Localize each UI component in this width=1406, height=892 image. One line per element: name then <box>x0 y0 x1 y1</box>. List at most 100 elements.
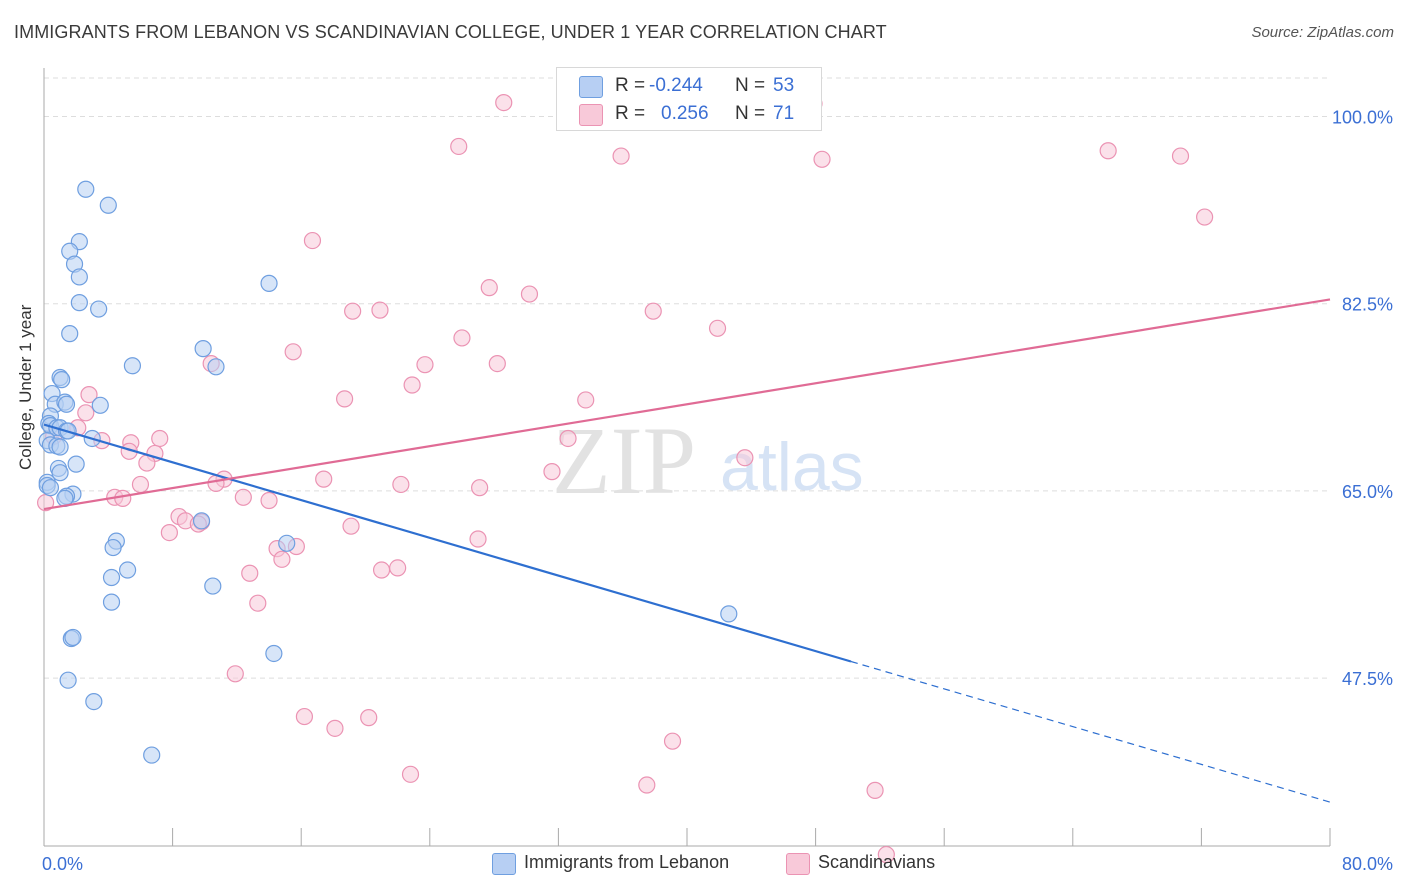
data-point <box>403 376 421 394</box>
data-point <box>85 692 103 711</box>
data-point <box>453 329 471 347</box>
data-point <box>102 568 121 587</box>
data-point <box>450 137 468 156</box>
x-tick-label: 0.0% <box>42 854 83 874</box>
legend-swatch-pink <box>786 853 810 875</box>
data-point <box>371 301 389 319</box>
data-point <box>260 491 278 510</box>
data-point <box>260 274 278 292</box>
data-point <box>1099 142 1117 160</box>
data-point <box>204 577 222 595</box>
data-point <box>638 776 656 794</box>
data-point <box>70 268 88 286</box>
data-point <box>61 325 79 343</box>
data-point <box>114 489 132 507</box>
data-point <box>234 488 252 506</box>
y-tick-label: 82.5% <box>1342 295 1393 315</box>
grid-lines <box>44 77 1330 679</box>
legend-row-scandinavians: R = 0.256 N = 71 <box>557 100 819 126</box>
data-point <box>99 196 117 214</box>
data-point <box>151 429 169 448</box>
data-point <box>51 438 69 456</box>
data-point <box>877 845 895 864</box>
data-point <box>278 534 296 552</box>
data-point <box>813 150 831 168</box>
data-point <box>118 561 137 579</box>
chart-title: IMMIGRANTS FROM LEBANON VS SCANDINAVIAN … <box>14 22 887 42</box>
data-point <box>1171 147 1190 165</box>
data-point <box>708 319 727 337</box>
lebanon-points <box>38 180 738 764</box>
y-tick-label: 65.0% <box>1342 482 1393 502</box>
data-point <box>372 561 391 579</box>
data-point <box>70 294 88 312</box>
data-point <box>41 479 60 497</box>
scandinavians-trend-line <box>43 298 1331 511</box>
data-point <box>265 644 283 663</box>
tick-labels: 47.5% 65.0% 82.5% 100.0% 0.0% 80.0% <box>42 108 1393 874</box>
data-point <box>360 709 378 727</box>
data-point <box>644 302 662 320</box>
data-point <box>53 371 71 389</box>
legend-n-value: 71 <box>773 103 795 124</box>
data-point <box>736 449 754 467</box>
lebanon-trend-line <box>43 423 852 663</box>
data-point <box>389 559 407 577</box>
legend-n-value: 53 <box>773 75 795 96</box>
data-point <box>143 746 161 764</box>
data-point <box>416 356 434 374</box>
watermark: ZIP atlas <box>552 407 864 514</box>
legend-swatch-blue <box>492 853 516 875</box>
data-point <box>59 671 77 689</box>
data-point <box>160 523 178 542</box>
legend-r-label: R = <box>615 75 646 96</box>
lebanon-trend-extension <box>850 660 1331 803</box>
data-point <box>295 707 314 726</box>
data-point <box>64 628 82 647</box>
data-point <box>91 396 109 414</box>
data-point <box>249 594 267 612</box>
legend-swatch-blue <box>579 76 603 98</box>
data-point <box>207 358 225 376</box>
data-point <box>488 354 506 373</box>
y-tick-label: 100.0% <box>1332 108 1393 128</box>
y-tick-label: 47.5% <box>1342 669 1393 689</box>
data-point <box>866 781 884 799</box>
legend-r-value: 0.256 <box>661 103 709 124</box>
data-point <box>273 550 291 568</box>
source-credit: Source: ZipAtlas.com <box>1251 24 1394 41</box>
data-point <box>315 470 333 488</box>
data-point <box>284 343 302 361</box>
data-point <box>471 479 489 497</box>
legend-r-label: R = <box>615 103 646 124</box>
data-point <box>480 279 498 297</box>
data-point <box>131 475 150 494</box>
data-point <box>67 455 85 473</box>
data-point <box>80 386 98 404</box>
data-point <box>559 429 577 448</box>
data-point <box>57 395 76 413</box>
legend-swatch-pink <box>579 104 603 126</box>
data-point <box>336 390 354 408</box>
data-point <box>401 765 420 783</box>
axes <box>43 68 1331 847</box>
data-point <box>90 300 108 318</box>
data-point <box>342 517 360 535</box>
data-point <box>194 340 212 358</box>
data-point <box>469 530 487 548</box>
correlation-legend: R = -0.244 N = 53 R = 0.256 N = 71 <box>556 67 822 131</box>
trend-lines <box>43 298 1331 803</box>
data-point <box>77 404 95 422</box>
y-axis-label: College, Under 1 year <box>16 304 35 470</box>
data-point <box>495 94 513 112</box>
data-point <box>303 231 322 250</box>
data-point <box>226 665 244 683</box>
watermark-atlas: atlas <box>720 429 864 505</box>
watermark-zip: ZIP <box>552 407 696 514</box>
x-tick-label: 80.0% <box>1342 854 1393 874</box>
data-point <box>612 147 630 165</box>
data-point <box>192 512 211 530</box>
legend-row-lebanon: R = -0.244 N = 53 <box>557 72 819 98</box>
data-point <box>344 302 362 320</box>
